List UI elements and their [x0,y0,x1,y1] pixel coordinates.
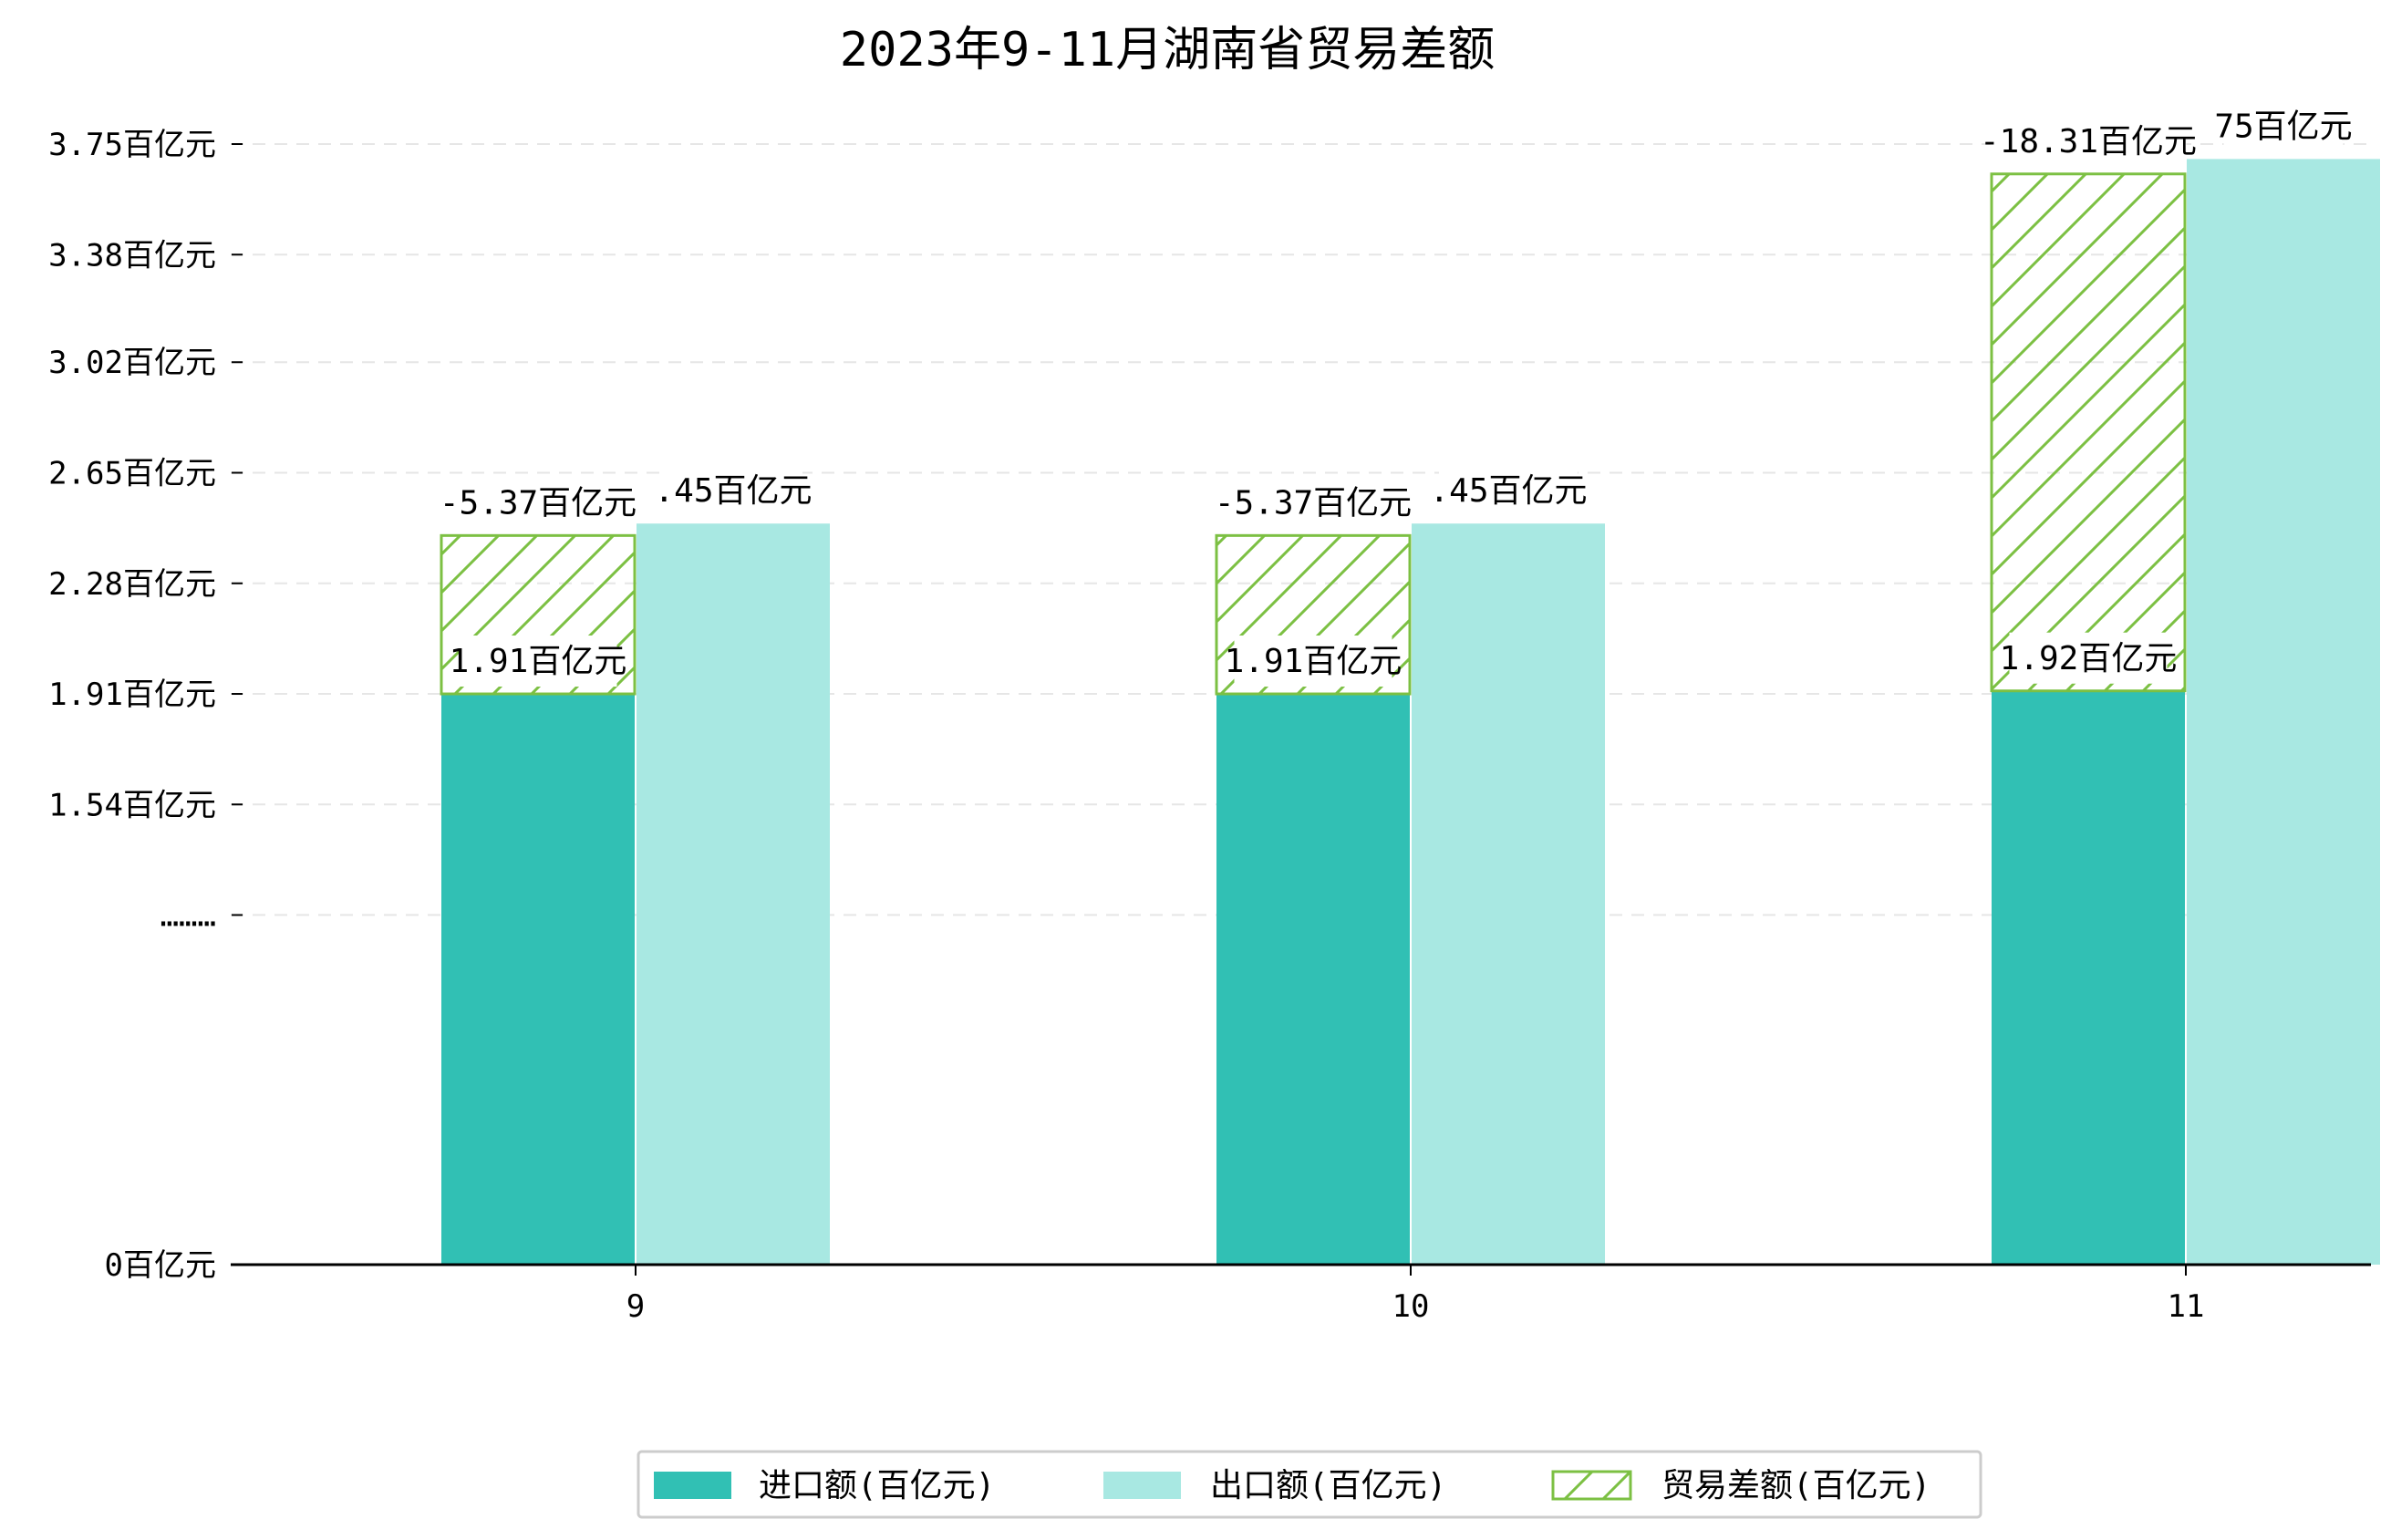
export-value-label-text: 75百亿元 [2214,108,2352,145]
import-bar [1992,690,2185,1265]
x-tick-label: 11 [2168,1288,2205,1325]
legend-box [637,1450,1982,1519]
x-tick-label: 10 [1392,1288,1430,1325]
balance-value-label-bg [1990,115,2187,167]
import-value-label-bg [2009,632,2168,684]
import-value-label: 1.92百亿元 [2000,632,2178,684]
import-value-label: 1.91百亿元 [450,636,627,687]
import-bar [441,694,635,1265]
legend-label-export: 出口额(百亿元) [1210,1467,1446,1504]
data-labels: 1.91百亿元 -5.37百亿元 .45百亿元 1.91百亿元 -5.37百亿元 .45百… [440,100,2353,687]
import-value-label: 1.91百亿元 [1225,636,1403,687]
import-value-label-bg [459,636,617,687]
y-axis: 0百亿元 ……… 1.54百亿元 1.91百亿元 2.28百亿元 2.65百亿元 3.02百… [48,127,243,1284]
balance-bar [1990,172,2187,693]
import-value-label-text: 1.91百亿元 [1225,643,1403,680]
balance-value-label: -5.37百亿元 [440,477,637,529]
bars [440,159,2380,1265]
export-value-label-text: .45百亿元 [1429,472,1587,510]
balance-value-label: -18.31百亿元 [1980,115,2197,167]
import-value-label-bg [1234,636,1392,687]
export-value-label: .45百亿元 [1429,465,1588,517]
legend-swatch-import [654,1472,731,1499]
legend-label-balance: 贸易差额(百亿元) [1661,1467,1930,1504]
import-bar [1216,694,1410,1265]
balance-value-label-text: -5.37百亿元 [440,484,637,522]
y-tick-label: 3.75百亿元 [48,127,216,163]
y-tick-label: 1.91百亿元 [48,677,216,713]
export-value-label-text: .45百亿元 [654,472,812,510]
balance-value-label-bg [1225,477,1402,529]
export-value-label: 75百亿元 [2214,100,2353,152]
legend-swatch-balance [1551,1470,1632,1501]
y-tick-label: 2.65百亿元 [48,456,216,492]
legend: 进口额(百亿元) 出口额(百亿元) 贸易差额(百亿元) [637,1450,1982,1519]
import-value-label-text: 1.92百亿元 [2000,640,2178,677]
balance-value-label-text: -18.31百亿元 [1980,123,2197,160]
export-value-label-bg [664,465,802,517]
y-tick-label: 3.38百亿元 [48,237,216,274]
y-tick-label: ……… [160,898,216,935]
export-bar [2187,159,2380,1265]
y-tick-label: 1.54百亿元 [48,787,216,823]
y-tick-label: 0百亿元 [105,1247,216,1284]
export-value-label-bg [2223,100,2344,152]
legend-label-import: 进口额(百亿元) [759,1467,995,1504]
balance-value-label: -5.37百亿元 [1215,477,1412,529]
y-tick-label: 3.02百亿元 [48,345,216,381]
export-value-label: .45百亿元 [654,465,813,517]
export-bar [637,523,830,1265]
export-bar [1412,523,1605,1265]
x-axis: 9 10 11 [626,1265,2205,1325]
import-value-label-text: 1.91百亿元 [450,643,627,680]
balance-value-label-bg [450,477,626,529]
chart-title: 2023年9-11月湖南省贸易差额 [840,23,1495,78]
legend-swatch-export [1103,1472,1181,1499]
y-tick-label: 2.28百亿元 [48,566,216,603]
x-tick-label: 9 [626,1288,645,1325]
export-value-label-bg [1439,465,1578,517]
balance-value-label-text: -5.37百亿元 [1215,484,1412,522]
